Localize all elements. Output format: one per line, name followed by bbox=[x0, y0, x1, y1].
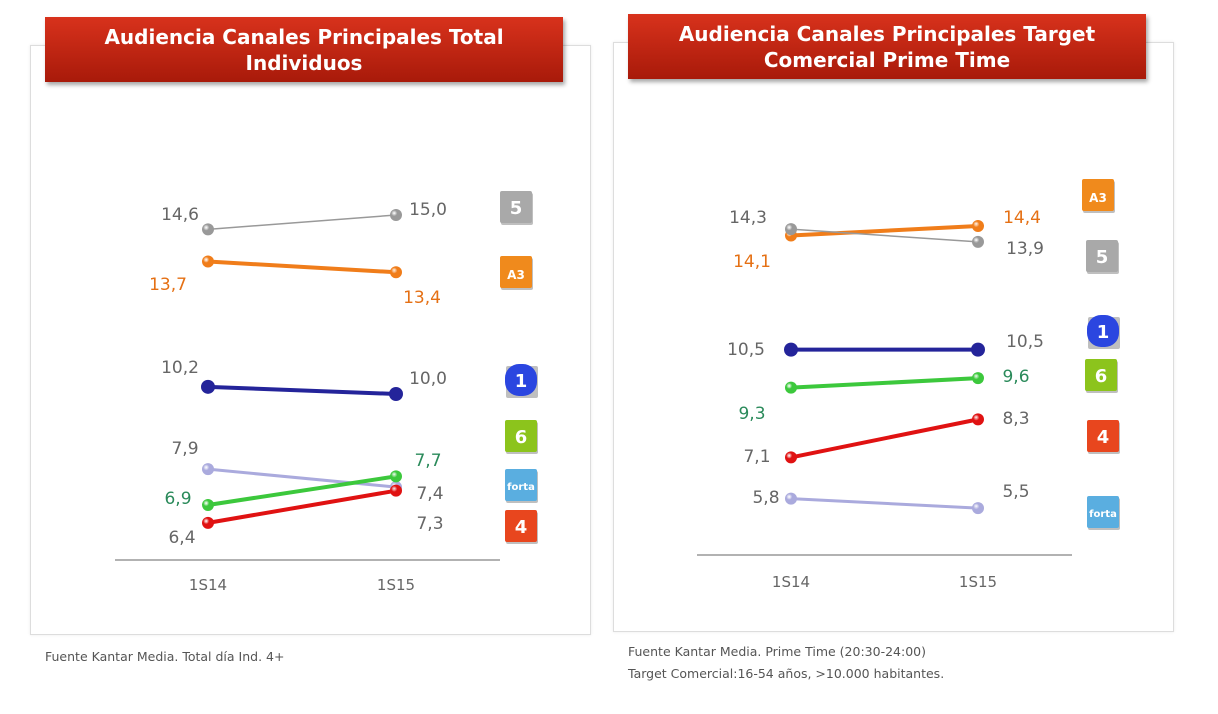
series-line-telecinco bbox=[207, 214, 397, 231]
data-point-antena3 bbox=[390, 266, 402, 279]
channel-logo-telecinco-icon: 5 bbox=[510, 198, 523, 219]
data-point-lasexta bbox=[390, 470, 402, 483]
data-point-forta bbox=[972, 502, 984, 515]
right-chart-panel bbox=[613, 42, 1174, 632]
data-label-forta: 7,4 bbox=[416, 484, 443, 504]
channel-logo-forta-icon: forta bbox=[1089, 509, 1117, 520]
channel-logo-lasexta-icon: 6 bbox=[1095, 366, 1108, 387]
series-line-telecinco bbox=[790, 228, 979, 243]
channel-logo-forta bbox=[505, 469, 537, 501]
channel-logo-cuatro-icon: 4 bbox=[515, 517, 528, 538]
data-point-cuatro bbox=[972, 413, 984, 426]
left-chart-panel bbox=[30, 45, 591, 635]
data-label-telecinco: 13,9 bbox=[1006, 239, 1044, 259]
data-point-cuatro bbox=[202, 516, 214, 529]
channel-logo-cuatro bbox=[1087, 420, 1119, 452]
data-point-forta bbox=[785, 492, 797, 505]
channel-logo-antena3-icon: A3 bbox=[507, 268, 525, 282]
data-point-lasexta bbox=[972, 372, 984, 385]
data-point-la1 bbox=[784, 342, 798, 357]
data-point-cuatro bbox=[390, 484, 402, 497]
channel-logo-la1 bbox=[1087, 315, 1119, 347]
channel-logo-la1-icon: 1 bbox=[1097, 322, 1110, 343]
data-label-telecinco: 14,3 bbox=[729, 208, 767, 228]
data-label-antena3: 13,4 bbox=[403, 288, 441, 308]
channel-logo-forta-icon: forta bbox=[507, 482, 535, 493]
channel-logo-telecinco-icon: 5 bbox=[1096, 247, 1109, 268]
x-tick-label: 1S15 bbox=[377, 576, 415, 594]
series-line-la1 bbox=[207, 384, 397, 396]
channel-logo-forta bbox=[1087, 496, 1119, 528]
channel-logo-lasexta-icon: 6 bbox=[515, 427, 528, 448]
data-point-telecinco bbox=[972, 235, 984, 248]
channel-logo-lasexta bbox=[1085, 359, 1117, 391]
data-label-la1: 10,5 bbox=[727, 340, 765, 360]
channel-logo-lasexta bbox=[505, 420, 537, 452]
channel-logo-telecinco bbox=[500, 191, 532, 223]
data-point-telecinco bbox=[202, 223, 214, 236]
data-label-lasexta: 6,9 bbox=[164, 489, 191, 509]
series-line-lasexta bbox=[207, 474, 397, 507]
channel-logo-antena3-icon: A3 bbox=[1089, 191, 1107, 205]
data-label-forta: 7,9 bbox=[171, 439, 198, 459]
channel-logo-la1 bbox=[505, 364, 537, 396]
data-point-telecinco bbox=[390, 209, 402, 221]
data-point-la1 bbox=[971, 342, 985, 357]
series-line-forta bbox=[207, 467, 397, 489]
data-label-telecinco: 14,6 bbox=[161, 205, 199, 225]
channel-logo-antena3 bbox=[500, 256, 532, 288]
data-point-forta bbox=[202, 463, 214, 476]
data-label-forta: 5,5 bbox=[1002, 482, 1029, 502]
data-label-antena3: 14,4 bbox=[1003, 208, 1041, 228]
data-point-lasexta bbox=[202, 498, 214, 511]
series-line-cuatro bbox=[207, 488, 397, 525]
data-point-cuatro bbox=[785, 451, 797, 464]
channel-logo-cuatro bbox=[505, 510, 537, 542]
channel-logo-cuatro-icon: 4 bbox=[1097, 427, 1110, 448]
data-point-antena3 bbox=[202, 255, 214, 268]
data-label-cuatro: 8,3 bbox=[1002, 409, 1029, 429]
data-point-telecinco bbox=[785, 223, 797, 236]
channel-logo-telecinco bbox=[1086, 240, 1118, 272]
channel-logo-antena3 bbox=[1082, 179, 1114, 211]
data-label-la1: 10,0 bbox=[409, 369, 447, 389]
series-line-antena3 bbox=[790, 224, 979, 238]
x-tick-label: 1S14 bbox=[189, 576, 227, 594]
data-label-telecinco: 15,0 bbox=[409, 200, 447, 220]
data-label-la1: 10,5 bbox=[1006, 332, 1044, 352]
series-line-cuatro bbox=[790, 417, 979, 460]
data-label-antena3: 14,1 bbox=[733, 252, 771, 272]
series-line-antena3 bbox=[207, 259, 397, 275]
x-tick-label: 1S15 bbox=[959, 573, 997, 591]
data-point-la1 bbox=[389, 387, 403, 401]
data-label-lasexta: 9,3 bbox=[738, 404, 765, 424]
channel-logo-la1-icon: 1 bbox=[515, 371, 528, 392]
right-footnote: Fuente Kantar Media. Prime Time (20:30-2… bbox=[628, 644, 926, 659]
data-label-cuatro: 7,3 bbox=[416, 514, 443, 534]
data-label-lasexta: 9,6 bbox=[1002, 367, 1029, 387]
data-label-la1: 10,2 bbox=[161, 358, 199, 378]
left-chart-title: Audiencia Canales Principales Total Indi… bbox=[45, 17, 563, 82]
data-point-antena3 bbox=[972, 220, 984, 232]
series-line-forta bbox=[790, 497, 979, 510]
series-line-lasexta bbox=[790, 376, 979, 390]
data-label-lasexta: 7,7 bbox=[414, 451, 441, 471]
right-footnote-2: Target Comercial:16-54 años, >10.000 hab… bbox=[628, 666, 945, 681]
data-point-lasexta bbox=[785, 381, 797, 394]
data-label-forta: 5,8 bbox=[752, 488, 779, 508]
data-label-cuatro: 6,4 bbox=[168, 528, 195, 548]
data-label-cuatro: 7,1 bbox=[743, 447, 770, 467]
right-chart-title: Audiencia Canales Principales Target Com… bbox=[628, 14, 1146, 79]
x-tick-label: 1S14 bbox=[772, 573, 810, 591]
left-footnote: Fuente Kantar Media. Total día Ind. 4+ bbox=[45, 649, 285, 664]
data-point-la1 bbox=[201, 379, 215, 394]
data-label-antena3: 13,7 bbox=[149, 275, 187, 295]
